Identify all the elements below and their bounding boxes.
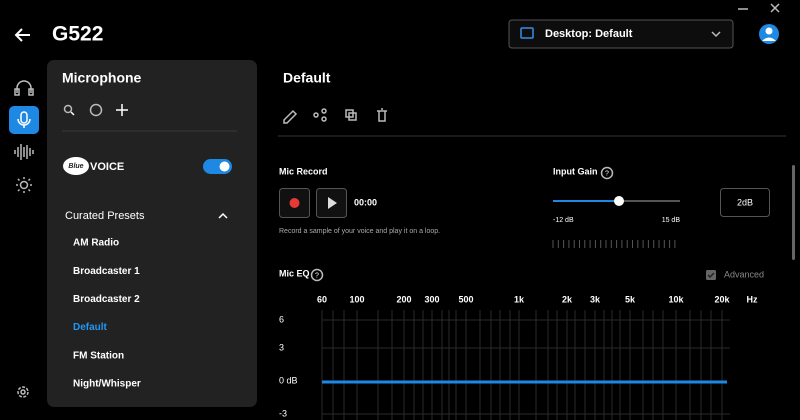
eq-freq-label: 5k [625, 294, 636, 304]
gain-min: -12 dB [553, 217, 574, 224]
level-meter [552, 240, 676, 248]
collapse-button[interactable] [218, 212, 228, 219]
eq-freq-label: 10k [668, 294, 684, 304]
nav-headphones[interactable] [14, 80, 34, 96]
brand: Blue [68, 163, 83, 170]
eq-graph: 60 100 200 300 500 1k 2k 3k 5k 10k 20k Hz 6 3 0 dB -3 [279, 294, 758, 420]
nav-microphone-selected[interactable] [9, 106, 39, 134]
brand-suffix: VOICE [90, 161, 124, 173]
share-button[interactable] [313, 108, 327, 122]
eq-gain-label: 6 [279, 314, 284, 324]
gain-thumb[interactable] [614, 196, 624, 206]
record-time: 00:00 [354, 197, 377, 207]
advanced-checkbox[interactable] [706, 270, 716, 280]
eq-freq-label: 200 [396, 294, 411, 304]
delete-button[interactable] [377, 108, 387, 122]
preset-item[interactable]: Broadcaster 1 [73, 266, 140, 277]
profile-title: Default [283, 70, 331, 86]
record-hint: Record a sample of your voice and play i… [279, 228, 440, 235]
preset-item[interactable]: FM Station [73, 350, 124, 361]
preset-item[interactable]: Default [73, 322, 108, 333]
device-title: G522 [52, 23, 103, 46]
gain-value: 2dB [737, 197, 753, 207]
section-title: Curated Presets [65, 210, 145, 222]
profile-dropdown[interactable]: Desktop: Default [508, 19, 734, 49]
nav-settings[interactable] [17, 386, 29, 398]
eq-freq-label: 2k [562, 294, 573, 304]
discover-button[interactable] [89, 103, 103, 117]
eq-freq-label: 60 [317, 294, 327, 304]
duplicate-button[interactable] [345, 109, 357, 121]
search-button[interactable] [63, 104, 75, 116]
gain-max: 15 dB [662, 217, 681, 224]
gain-input[interactable] [720, 188, 770, 217]
scrollbar[interactable] [792, 165, 795, 260]
eq-freq-label: 20k [714, 294, 730, 304]
eq-unit: Hz [747, 294, 758, 304]
profile-label: Desktop: Default [545, 28, 633, 40]
rename-button[interactable] [283, 109, 298, 124]
nav-equalizer[interactable] [14, 144, 34, 160]
svg-text:?: ? [315, 272, 319, 279]
help-icon[interactable]: ? [600, 166, 614, 180]
panel-title: Microphone [62, 70, 142, 86]
preset-item[interactable]: Night/Whisper [73, 379, 141, 390]
advanced-label: Advanced [724, 269, 764, 279]
input-gain-label: Input Gain [553, 166, 598, 176]
user-avatar[interactable] [759, 24, 779, 44]
blue-voice-toggle[interactable] [203, 159, 232, 174]
back-button[interactable] [14, 28, 30, 42]
eq-freq-label: 500 [458, 294, 473, 304]
eq-freq-label: 300 [424, 294, 439, 304]
add-button[interactable] [116, 104, 128, 116]
help-icon[interactable]: ? [310, 268, 324, 282]
close-button[interactable] [770, 3, 780, 13]
record-button[interactable] [279, 188, 310, 218]
eq-freq-label: 1k [514, 294, 525, 304]
play-button[interactable] [316, 188, 347, 218]
eq-gain-label: 3 [279, 342, 284, 352]
preset-panel [47, 60, 257, 407]
nav-lighting[interactable] [16, 177, 32, 193]
preset-item[interactable]: AM Radio [73, 238, 119, 249]
eq-freq-label: 3k [590, 294, 601, 304]
eq-gain-label: -3 [279, 408, 287, 418]
blue-voice-logo: Blue VOICE [63, 157, 124, 175]
svg-text:?: ? [605, 170, 609, 177]
preset-item[interactable]: Broadcaster 2 [73, 294, 140, 305]
eq-gain-label: 0 dB [279, 375, 298, 385]
mic-eq-label: Mic EQ [279, 268, 310, 278]
eq-freq-label: 100 [349, 294, 364, 304]
mic-record-label: Mic Record [279, 166, 328, 176]
